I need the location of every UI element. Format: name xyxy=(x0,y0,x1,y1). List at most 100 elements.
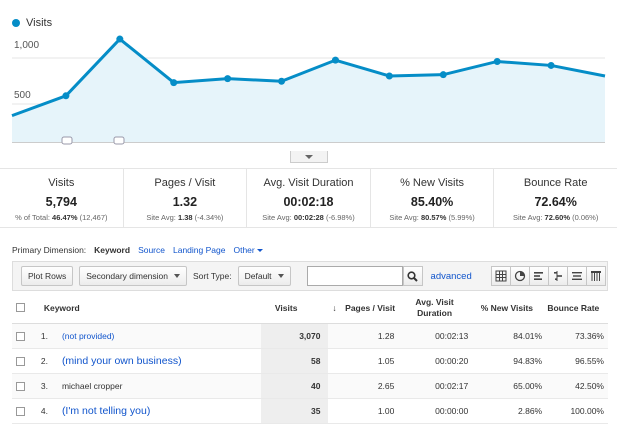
chart-plot xyxy=(11,35,606,145)
row-avg-visit-duration: 00:02:17 xyxy=(435,381,469,391)
row-select-cell xyxy=(12,331,30,341)
primary-dimension-label: Primary Dimension: xyxy=(12,245,87,255)
row-visits: 40 xyxy=(260,374,329,398)
header-visits[interactable]: Visits xyxy=(274,302,298,313)
row-select-cell xyxy=(12,356,30,366)
pie-view-icon[interactable] xyxy=(509,266,530,286)
data-point xyxy=(493,57,501,65)
metric-label: Visits xyxy=(48,177,75,189)
metric-comparison-prefix: Site Avg: xyxy=(512,213,545,222)
keyword-table: Keyword Visits ↓ Pages / Visit Avg. Visi… xyxy=(12,292,608,424)
row-new-visits: 94.83% xyxy=(513,356,543,366)
table-row: 2. (mind your own business) 58 1.05 00:00:20… xyxy=(12,349,608,374)
metric-comparison-delta: (-4.34%) xyxy=(192,213,224,222)
metric-comparison-prefix: Site Avg: xyxy=(262,213,294,222)
dimension-other-label: Other xyxy=(233,245,255,255)
dimension-landing-page[interactable]: Landing Page xyxy=(173,245,226,255)
metric-value: 85.40% xyxy=(410,195,454,209)
row-bounce-rate: 73.36% xyxy=(575,331,604,341)
row-number: 4. xyxy=(40,406,48,416)
row-new-visits: 84.01% xyxy=(513,331,543,341)
metric-value: 00:02:18 xyxy=(283,195,334,209)
row-checkbox[interactable] xyxy=(16,356,26,366)
data-point xyxy=(278,77,286,85)
secondary-dimension-dropdown[interactable]: Secondary dimension xyxy=(79,266,188,286)
select-all-cell xyxy=(12,303,30,312)
header-keyword[interactable]: Keyword xyxy=(43,302,80,313)
header-pages-visit[interactable]: Pages / Visit xyxy=(345,302,396,313)
series-area xyxy=(12,39,605,142)
data-point xyxy=(385,72,393,80)
row-avg-visit-duration: 00:00:20 xyxy=(435,356,469,366)
table-row: 4. (I'm not telling you) 35 1.00 00:00:00 2.8… xyxy=(12,399,608,424)
annotation-markers xyxy=(61,136,125,145)
dimension-keyword[interactable]: Keyword xyxy=(94,245,131,255)
metric-comparison: Site Avg: 00:02:28 (-6.98%) xyxy=(247,213,370,222)
metric-comparison-value: 72.60% xyxy=(544,213,570,222)
row-keyword[interactable]: (not provided) xyxy=(61,331,115,341)
header-avg-visit-duration[interactable]: Avg. Visit Duration xyxy=(415,297,454,318)
sort-type-label: Sort Type: xyxy=(193,271,232,281)
dimension-source[interactable]: Source xyxy=(138,245,165,255)
primary-dimension-bar: Primary Dimension: Keyword Source Landin… xyxy=(12,245,263,255)
chart-collapse-tab[interactable] xyxy=(290,151,328,163)
metric-comparison-prefix: Site Avg: xyxy=(389,213,421,222)
metric-card[interactable]: Avg. Visit Duration 00:02:18 Site Avg: 00:… xyxy=(247,169,371,227)
row-new-visits: 2.86% xyxy=(518,406,543,416)
metric-card[interactable]: Pages / Visit 1.32 Site Avg: 1.38 (-4.34%) xyxy=(124,169,248,227)
sort-down-icon[interactable]: ↓ xyxy=(332,302,337,313)
visits-chart: Visits 1,000 500 xyxy=(0,0,617,165)
header-new-visits[interactable]: % New Visits xyxy=(480,302,534,313)
metric-card[interactable]: % New Visits 85.40% Site Avg: 80.57% (5.99… xyxy=(371,169,495,227)
row-checkbox[interactable] xyxy=(16,406,26,416)
metric-value: 5,794 xyxy=(45,195,77,209)
term-cloud-view-icon[interactable] xyxy=(566,266,587,286)
search-button[interactable] xyxy=(402,266,423,286)
metric-comparison-delta: (12,467) xyxy=(77,213,108,222)
row-checkbox[interactable] xyxy=(16,381,26,391)
row-pages-visit: 1.28 xyxy=(377,331,395,341)
row-number: 3. xyxy=(40,381,48,391)
metric-label: % New Visits xyxy=(400,177,465,189)
row-new-visits: 65.00% xyxy=(513,381,543,391)
row-keyword[interactable]: (I'm not telling you) xyxy=(61,405,151,417)
row-avg-visit-duration: 00:02:13 xyxy=(435,331,469,341)
dimension-other[interactable]: Other xyxy=(233,245,263,255)
plot-rows-button[interactable]: Plot Rows xyxy=(21,266,74,286)
data-point xyxy=(116,35,124,43)
legend-dot-icon xyxy=(12,19,20,27)
performance-view-icon[interactable] xyxy=(528,266,549,286)
table-view-icon[interactable] xyxy=(490,266,511,286)
metric-comparison: Site Avg: 80.57% (5.99%) xyxy=(371,213,494,222)
header-bounce-rate[interactable]: Bounce Rate xyxy=(547,302,600,313)
sort-type-dropdown[interactable]: Default xyxy=(237,266,291,286)
metric-comparison: Site Avg: 1.38 (-4.34%) xyxy=(124,213,247,222)
series-line xyxy=(11,37,606,118)
row-keyword[interactable]: michael cropper xyxy=(61,381,123,391)
table-row: 3. michael cropper 40 2.65 00:02:17 65.00% 42.… xyxy=(12,374,608,399)
data-point xyxy=(331,56,339,64)
metric-card[interactable]: Bounce Rate 72.64% Site Avg: 72.60% (0.06%… xyxy=(494,169,617,227)
sort-type-value: Default xyxy=(244,271,272,281)
pivot-view-icon[interactable] xyxy=(585,266,606,286)
search-icon xyxy=(407,270,418,282)
advanced-filter-link[interactable]: advanced xyxy=(430,270,472,282)
annotation-marker-icon xyxy=(113,136,125,145)
row-keyword[interactable]: (mind your own business) xyxy=(61,355,182,367)
annotation-marker-icon xyxy=(61,136,73,145)
row-pages-visit: 2.65 xyxy=(377,381,395,391)
row-pages-visit: 1.05 xyxy=(377,356,395,366)
metric-card[interactable]: Visits 5,794 % of Total: 46.47% (12,467) xyxy=(0,169,124,227)
metric-value: 1.32 xyxy=(172,195,198,209)
metric-label: Bounce Rate xyxy=(523,177,588,189)
select-all-checkbox[interactable] xyxy=(16,303,26,312)
comparison-view-icon[interactable] xyxy=(547,266,568,286)
metrics-summary: Visits 5,794% of Total: 46.47% (12,467) Pa… xyxy=(0,168,617,228)
row-bounce-rate: 42.50% xyxy=(575,381,604,391)
metric-comparison: % of Total: 46.47% (12,467) xyxy=(0,213,123,222)
metric-comparison: Site Avg: 72.60% (0.06%) xyxy=(494,213,617,222)
search-input[interactable] xyxy=(306,266,403,286)
metric-value: 72.64% xyxy=(534,195,577,209)
row-checkbox[interactable] xyxy=(16,331,26,341)
metric-comparison-value: 80.57% xyxy=(420,213,447,222)
